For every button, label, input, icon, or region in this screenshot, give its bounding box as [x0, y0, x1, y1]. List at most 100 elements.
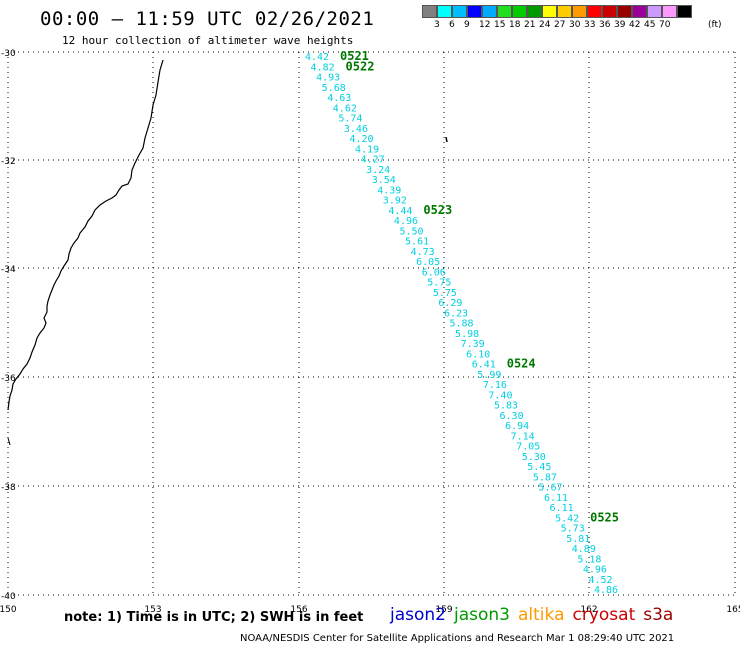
time-marker: 0524	[507, 357, 536, 371]
wave-height-value: 4.82	[311, 62, 335, 73]
wave-height-value: 5.81	[566, 534, 590, 545]
lat-label: -34	[1, 265, 16, 275]
wave-height-value: 5.75	[433, 288, 457, 299]
legend-swatch	[542, 5, 557, 18]
time-marker: 0525	[590, 510, 619, 524]
wave-height-value: 4.27	[361, 155, 385, 166]
lat-label: -30	[1, 49, 16, 59]
wave-height-value: 7.14	[511, 431, 535, 442]
wave-height-value: 5.75	[427, 278, 451, 289]
wave-height-value: 4.96	[583, 565, 607, 576]
wave-height-value: 5.74	[338, 114, 362, 125]
lon-label: 162	[580, 605, 597, 615]
wave-height-value: 5.87	[533, 472, 557, 483]
legend-swatch	[632, 5, 647, 18]
altimeter-track: 4.424.824.935.684.634.625.743.464.204.19…	[305, 52, 618, 596]
coastline-fragment	[7, 437, 11, 446]
wave-height-value: 3.46	[344, 124, 368, 135]
wave-height-value: 6.41	[472, 360, 496, 371]
wave-height-value: 5.67	[538, 483, 562, 494]
legend-swatch	[452, 5, 467, 18]
wave-height-value: 3.24	[366, 165, 390, 176]
satellite-name: jason3	[454, 605, 510, 625]
legend-swatch	[677, 5, 692, 18]
legend-swatch	[497, 5, 512, 18]
wave-height-value: 4.52	[588, 575, 612, 586]
wave-height-value: 3.92	[383, 196, 407, 207]
lon-label: 165	[726, 605, 740, 615]
wave-height-value: 4.86	[594, 585, 618, 596]
coastline	[7, 59, 164, 411]
legend-swatch	[572, 5, 587, 18]
wave-height-value: 4.19	[355, 144, 379, 155]
legend-label: 45	[644, 20, 656, 30]
wave-height-value: 5.99	[477, 370, 501, 381]
wave-height-value: 4.62	[333, 103, 357, 114]
legend-unit: (ft)	[708, 20, 722, 30]
time-marker: 0523	[423, 203, 452, 217]
color-legend-labels: 3 6 9 12 15 18 21 24 27 30 33 36 39 42 45 70 (ft)	[422, 20, 740, 32]
wave-height-value: 6.11	[550, 503, 574, 514]
satellite-name: jason2	[390, 605, 446, 625]
lat-label: -38	[1, 483, 16, 493]
wave-height-value: 5.61	[405, 237, 429, 248]
wave-height-value: 6.10	[466, 349, 490, 360]
wave-height-value: 5.45	[527, 462, 551, 473]
satellite-name: s3a	[643, 605, 674, 625]
legend-swatch	[647, 5, 662, 18]
chart-title: 00:00 – 11:59 UTC 02/26/2021	[40, 8, 375, 30]
legend-swatch	[467, 5, 482, 18]
wave-height-value: 5.68	[322, 83, 346, 94]
wave-height-value: 6.30	[500, 411, 524, 422]
legend-label: 21	[524, 20, 536, 30]
wave-height-value: 6.23	[444, 308, 468, 319]
wave-height-value: 4.89	[572, 544, 596, 555]
chart-subtitle: 12 hour collection of altimeter wave hei…	[62, 34, 354, 47]
legend-swatch	[602, 5, 617, 18]
wave-height-value: 4.93	[316, 73, 340, 84]
lon-label: 159	[435, 605, 452, 615]
legend-swatch	[617, 5, 632, 18]
legend-label: 39	[614, 20, 626, 30]
legend-swatch	[587, 5, 602, 18]
wave-height-value: 5.98	[455, 329, 479, 340]
wave-height-value: 4.63	[327, 93, 351, 104]
lon-label: 153	[144, 605, 161, 615]
wave-height-value: 5.18	[577, 554, 601, 565]
time-marker: 0522	[346, 59, 375, 73]
lon-label: 156	[290, 605, 307, 615]
wave-height-value: 4.73	[411, 247, 435, 258]
legend-swatch	[527, 5, 542, 18]
legend-label: 9	[464, 20, 470, 30]
lon-label: 150	[0, 605, 17, 615]
wave-height-value: 6.11	[544, 493, 568, 504]
legend-swatch	[662, 5, 677, 18]
wave-height-value: 4.39	[377, 185, 401, 196]
color-legend	[422, 5, 692, 18]
wave-height-value: 7.05	[516, 442, 540, 453]
wave-height-value: 4.96	[394, 216, 418, 227]
legend-swatch	[512, 5, 527, 18]
satellite-legend: jason2 jason3 altika cryosat s3a	[390, 605, 681, 625]
satellite-name: altika	[518, 605, 565, 625]
wave-height-value: 6.94	[505, 421, 529, 432]
lat-label: -36	[1, 374, 16, 384]
satellite-name: cryosat	[572, 605, 636, 625]
wave-height-value: 7.39	[461, 339, 485, 350]
legend-label: 3	[434, 20, 440, 30]
legend-swatch	[557, 5, 572, 18]
wave-height-value: 7.40	[488, 390, 512, 401]
legend-swatch	[437, 5, 452, 18]
legend-label: 33	[584, 20, 596, 30]
wave-height-value: 5.30	[522, 452, 546, 463]
wave-height-value: 7.16	[483, 380, 507, 391]
time-marker: 0521	[340, 49, 369, 63]
legend-label: 6	[449, 20, 455, 30]
legend-label: 24	[539, 20, 551, 30]
wave-height-value: 4.44	[388, 206, 412, 217]
legend-label: 12	[479, 20, 491, 30]
axis-labels: 150 153 156 159 162 165 -30 -32 -34 -36 -38 -40	[0, 49, 740, 615]
legend-label: 15	[494, 20, 506, 30]
